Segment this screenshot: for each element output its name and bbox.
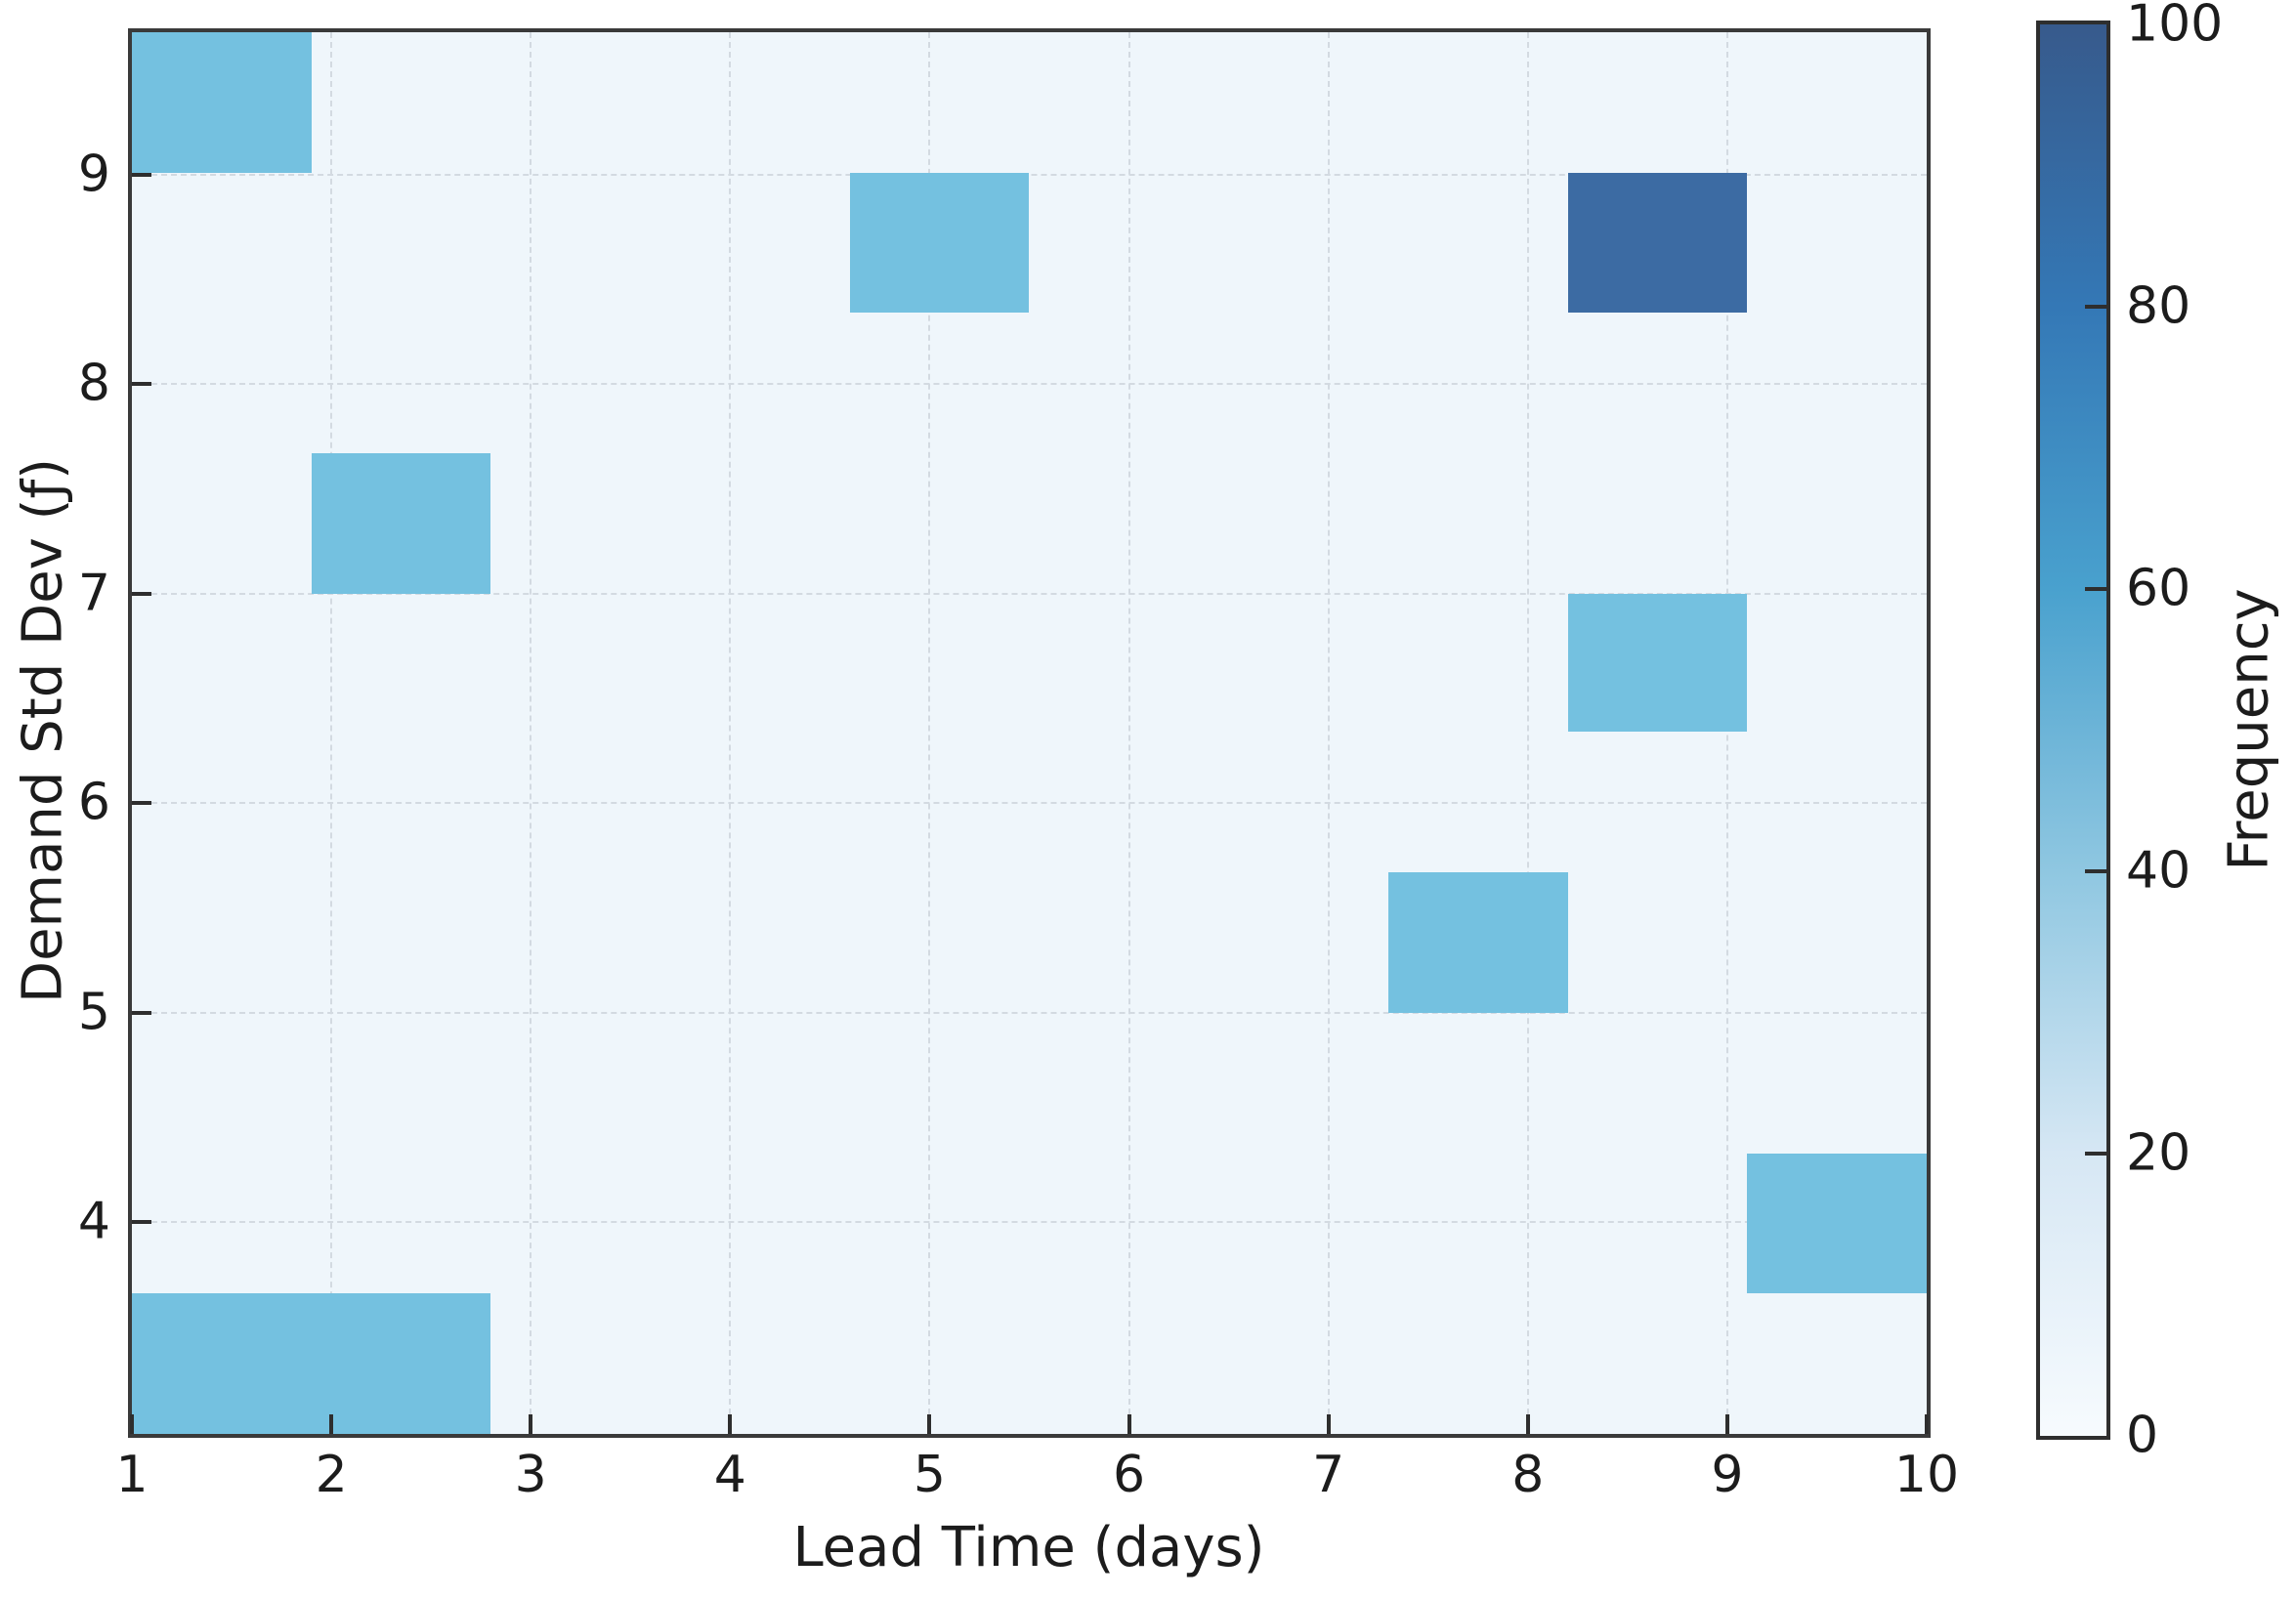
x-gridline	[1327, 32, 1330, 1434]
x-tick-mark	[1724, 1414, 1729, 1434]
y-tick-label: 5	[77, 983, 110, 1042]
x-tick-mark	[927, 1414, 932, 1434]
x-tick-mark	[529, 1414, 533, 1434]
x-gridline	[928, 32, 931, 1434]
x-tick-label: 2	[315, 1446, 348, 1504]
x-tick-label: 3	[514, 1446, 547, 1504]
y-tick-label: 9	[77, 145, 110, 204]
heatmap-cell	[1567, 172, 1748, 314]
colorbar-tick-label: 20	[2126, 1123, 2191, 1183]
y-tick-mark	[132, 382, 151, 387]
y-gridline	[132, 383, 1927, 386]
x-tick-mark	[1326, 1414, 1331, 1434]
x-tick-label: 1	[115, 1446, 149, 1504]
colorbar-gradient	[2040, 24, 2106, 1436]
plot-border	[128, 28, 1931, 1438]
x-tick-mark	[329, 1414, 334, 1434]
x-tick-label: 7	[1312, 1446, 1345, 1504]
colorbar-tick-label: 100	[2126, 0, 2224, 54]
y-tick-mark	[132, 1220, 151, 1225]
x-gridline	[530, 32, 532, 1434]
x-tick-mark	[130, 1414, 134, 1434]
y-gridline	[132, 173, 1927, 176]
x-tick-label: 4	[713, 1446, 746, 1504]
heatmap-cell	[1747, 1153, 1927, 1294]
x-tick-label: 10	[1893, 1446, 1960, 1504]
colorbar-tick-label: 80	[2126, 276, 2191, 336]
x-tick-mark	[1127, 1414, 1131, 1434]
colorbar-tick-mark	[2085, 305, 2106, 309]
x-gridline	[1127, 32, 1130, 1434]
heatmap-cell	[132, 32, 312, 173]
colorbar-label: Frequency	[2217, 588, 2281, 871]
x-tick-mark	[728, 1414, 733, 1434]
heatmap-cell	[1567, 593, 1748, 733]
y-tick-label: 4	[77, 1192, 110, 1251]
x-tick-mark	[1925, 1414, 1929, 1434]
colorbar	[2036, 21, 2110, 1440]
y-tick-label: 6	[77, 773, 110, 832]
x-tick-label: 9	[1711, 1446, 1744, 1504]
colorbar-tick-label: 0	[2126, 1406, 2159, 1465]
y-tick-mark	[132, 801, 151, 806]
x-gridline	[330, 32, 333, 1434]
x-tick-label: 5	[913, 1446, 946, 1504]
y-gridline	[132, 1221, 1927, 1224]
x-tick-mark	[1525, 1414, 1530, 1434]
colorbar-tick-label: 60	[2126, 559, 2191, 618]
colorbar-tick-mark	[2085, 587, 2106, 591]
x-gridline	[1526, 32, 1529, 1434]
y-tick-label: 7	[77, 564, 110, 623]
heatmap-cell	[132, 1293, 312, 1434]
heatmap-cell	[311, 453, 491, 594]
y-gridline	[132, 802, 1927, 805]
colorbar-tick-mark	[2085, 1152, 2106, 1156]
y-gridline	[132, 1011, 1927, 1014]
heatmap-cell	[849, 172, 1030, 314]
heatmap-cell	[1387, 872, 1568, 1013]
x-axis-label: Lead Time (days)	[792, 1516, 1265, 1579]
heatmap-cell	[311, 1293, 491, 1434]
y-tick-mark	[132, 172, 151, 177]
y-tick-label: 8	[77, 354, 110, 413]
colorbar-tick-label: 40	[2126, 841, 2191, 901]
x-tick-label: 8	[1511, 1446, 1545, 1504]
x-gridline	[729, 32, 732, 1434]
x-gridline	[1725, 32, 1728, 1434]
y-gridline	[132, 592, 1927, 595]
colorbar-tick-mark	[2085, 869, 2106, 873]
y-tick-mark	[132, 591, 151, 596]
y-axis-label: Demand Std Dev (ƒ)	[11, 457, 75, 1004]
y-tick-mark	[132, 1010, 151, 1015]
x-tick-label: 6	[1113, 1446, 1146, 1504]
